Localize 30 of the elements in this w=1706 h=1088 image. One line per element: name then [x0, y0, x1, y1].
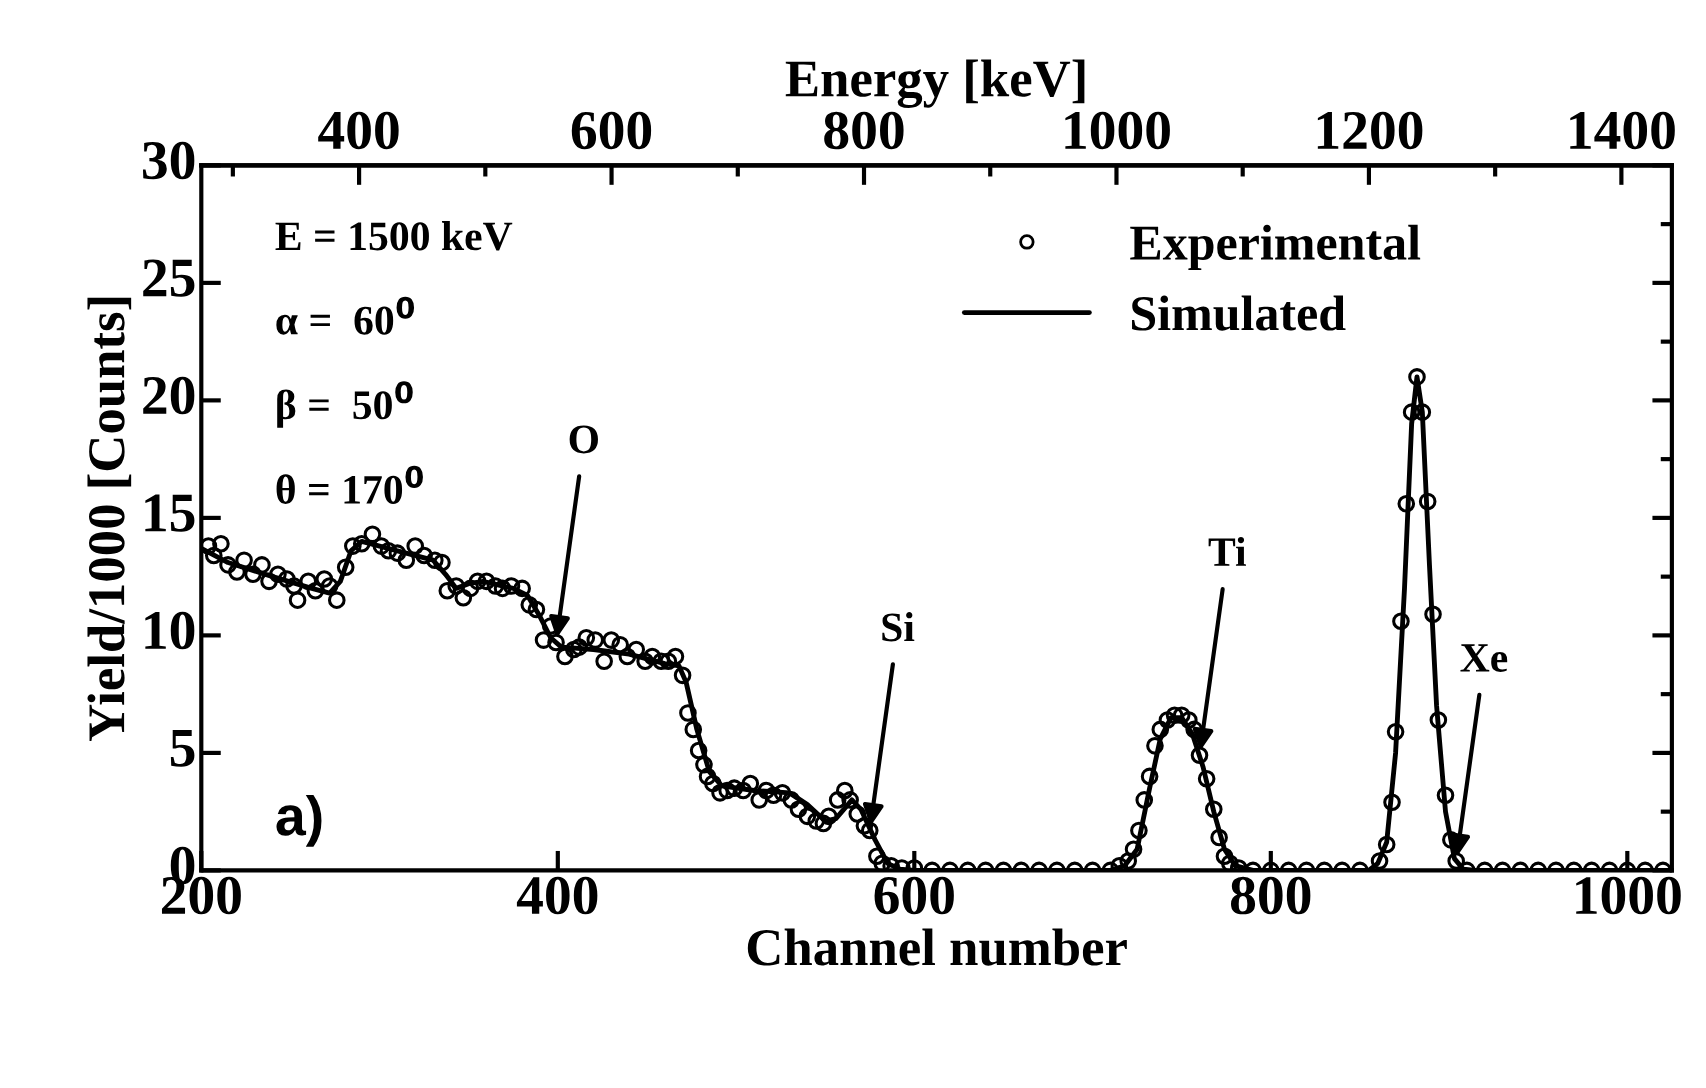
x-tick-label: 400: [516, 876, 598, 915]
legend-label: Simulated: [1132, 295, 1346, 331]
legend-label: Experimental: [1130, 224, 1421, 271]
y-tick-label: 20: [143, 376, 195, 415]
annotation: Xe: [1460, 644, 1508, 672]
annotation: Si: [882, 612, 915, 642]
x2-axis-title: Energy [keV]: [785, 59, 1085, 108]
x-tick-label: 1000: [1576, 876, 1681, 915]
y-tick-label: 5: [170, 729, 195, 767]
x2-tick-label: 1400: [1570, 111, 1675, 150]
annotation: O: [569, 425, 598, 454]
x2-tick-label: 800: [824, 111, 904, 150]
x2-tick-label: 600: [571, 111, 652, 150]
y-tick-label: 25: [143, 259, 195, 297]
y-tick-label: 15: [145, 494, 195, 532]
y-tick-label: 10: [145, 611, 195, 650]
annotation: Ti: [1208, 536, 1246, 566]
x2-tick-label: 1000: [1065, 111, 1170, 150]
annotation: E = 1500 keV: [275, 221, 513, 251]
x-tick-label: 800: [1231, 876, 1311, 915]
annotation: θ = 170$^{0}$: [276, 465, 423, 504]
annotation: β = 50$^{0}$: [277, 381, 413, 428]
x2-tick-label: 1200: [1317, 111, 1423, 150]
x-tick-label: 600: [874, 876, 954, 915]
x-axis-title: Channel number: [747, 928, 1127, 966]
annotation: a): [276, 794, 322, 847]
y-axis-title: Yield/1000 [Counts]: [87, 297, 132, 742]
x2-tick-label: 400: [318, 111, 399, 150]
annotation: α = 60$^{0}$: [276, 296, 415, 335]
y-tick-label: 30: [142, 141, 195, 180]
